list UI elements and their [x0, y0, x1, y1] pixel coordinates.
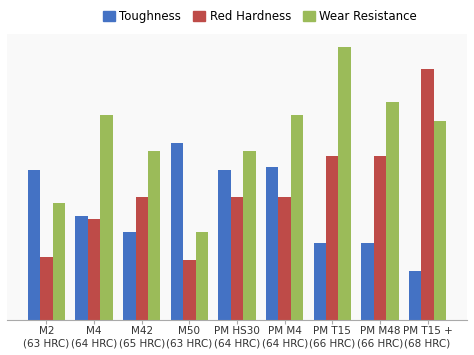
Bar — [75, 216, 88, 320]
Bar — [266, 167, 278, 320]
Bar — [183, 260, 196, 320]
Bar — [409, 271, 421, 320]
Bar — [434, 121, 446, 320]
Bar — [421, 69, 434, 320]
Bar — [28, 170, 40, 320]
Bar — [53, 202, 65, 320]
Bar — [291, 115, 303, 320]
Bar — [123, 233, 136, 320]
Bar — [338, 48, 351, 320]
Bar — [326, 156, 338, 320]
Bar — [314, 243, 326, 320]
Bar — [231, 197, 243, 320]
Bar — [219, 170, 231, 320]
Bar — [374, 156, 386, 320]
Bar — [361, 243, 374, 320]
Bar — [40, 257, 53, 320]
Bar — [136, 197, 148, 320]
Bar — [196, 233, 208, 320]
Bar — [386, 102, 399, 320]
Bar — [278, 197, 291, 320]
Bar — [100, 115, 113, 320]
Bar — [171, 143, 183, 320]
Bar — [148, 151, 160, 320]
Bar — [88, 219, 100, 320]
Legend: Toughness, Red Hardness, Wear Resistance: Toughness, Red Hardness, Wear Resistance — [98, 5, 422, 28]
Bar — [243, 151, 255, 320]
